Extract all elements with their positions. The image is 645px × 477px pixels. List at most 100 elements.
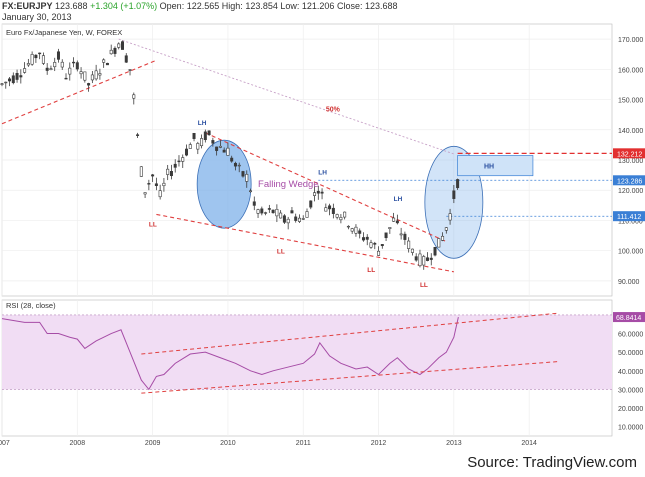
candle-body <box>53 62 57 68</box>
candle-body <box>358 230 362 234</box>
x-tick-label: 2008 <box>70 440 86 447</box>
candle-body <box>60 61 64 68</box>
candle-body <box>343 211 347 218</box>
candle-body <box>237 164 241 167</box>
rsi-y-tick-label: 20.0000 <box>618 406 643 413</box>
price-tag-label: 132.212 <box>617 151 642 158</box>
candle-body <box>328 205 332 210</box>
candle-body <box>346 225 350 228</box>
candle-body <box>0 83 4 85</box>
candle-body <box>207 130 211 136</box>
candle-body <box>305 211 309 218</box>
rsi-tag-bg <box>613 312 645 323</box>
candle-body <box>181 157 185 162</box>
main-y-tick-label: 170.000 <box>618 37 643 44</box>
candle-body <box>433 246 437 256</box>
candle-body <box>124 55 128 63</box>
wedge-ellipse <box>196 139 252 229</box>
candle-body <box>94 70 98 80</box>
candle-body <box>230 157 234 162</box>
candle-body <box>294 216 298 221</box>
hh-target-box <box>457 155 534 177</box>
candle-body <box>399 233 403 236</box>
x-tick-label: 2010 <box>220 440 236 447</box>
main-y-tick-label: 160.000 <box>618 67 643 74</box>
candle-body <box>196 143 200 150</box>
candle-body <box>286 218 290 224</box>
candle-body <box>384 232 388 239</box>
candle-body <box>407 240 411 249</box>
rsi-y-tick-label: 60.0000 <box>618 332 643 339</box>
candle-body <box>68 67 72 75</box>
main-y-tick-label: 90.000 <box>618 279 640 286</box>
price-tag-label: 123.286 <box>617 178 642 185</box>
candle-body <box>324 207 328 212</box>
main-pane-title: Euro Fx/Japanese Yen, W, FOREX <box>6 28 122 37</box>
candle-body <box>83 71 87 81</box>
candle-body <box>218 145 222 148</box>
price-tag-bg <box>613 175 645 186</box>
candle-body <box>19 75 23 78</box>
candle-body <box>136 134 140 136</box>
main-y-tick-label: 150.000 <box>618 98 643 105</box>
candle-body <box>151 174 155 177</box>
high-label: High: <box>221 1 243 11</box>
candle-body <box>414 256 418 261</box>
candle-body <box>200 138 204 147</box>
candle-body <box>34 54 38 59</box>
rsi-tag-label: 68.8414 <box>616 315 641 322</box>
x-tick-label: 2007 <box>0 440 10 447</box>
candle-body <box>373 242 377 245</box>
candle-body <box>282 215 286 223</box>
candle-body <box>339 217 343 221</box>
candle-body <box>158 190 162 198</box>
symbol: FX:EURJPY <box>2 1 53 11</box>
candle-body <box>203 131 207 141</box>
main-y-tick-label: 100.000 <box>618 249 643 256</box>
main-y-tick-label: 110.000 <box>618 218 643 225</box>
price-tag-bg <box>613 148 645 159</box>
high-value: 123.854 <box>245 1 278 11</box>
lh-label: LH <box>318 170 327 177</box>
lh-label: LH <box>394 196 403 203</box>
candle-body <box>260 208 264 214</box>
candle-body <box>425 257 429 261</box>
x-tick-label: 2011 <box>296 440 311 447</box>
main-y-tick-label: 120.000 <box>618 188 643 195</box>
rsi-y-tick-label: 10.0000 <box>618 425 643 432</box>
candle-body <box>320 191 324 194</box>
lh-label: LH <box>198 120 207 127</box>
candle-body <box>437 238 441 248</box>
candle-body <box>192 132 196 139</box>
open-value: 122.565 <box>186 1 220 11</box>
main-y-tick-label: 130.000 <box>618 158 643 165</box>
x-tick-label: 2009 <box>145 440 161 447</box>
candle-body <box>113 47 117 54</box>
candle-body <box>139 166 143 177</box>
candle-body <box>350 228 354 232</box>
candle-body <box>369 242 373 248</box>
close-label: Close: <box>336 1 363 11</box>
candle-body <box>456 179 460 189</box>
source-credit: Source: TradingView.com <box>467 454 637 471</box>
candle-body <box>448 213 452 221</box>
candle-body <box>215 146 219 151</box>
rsi-pane-title: RSI (28, close) <box>6 301 56 310</box>
candle-body <box>79 71 83 75</box>
candle-body <box>252 201 256 206</box>
candle-body <box>233 162 237 167</box>
candle-body <box>222 149 226 153</box>
rsi-line <box>1 317 459 391</box>
ll-label: LL <box>367 267 375 274</box>
x-tick-label: 2013 <box>446 440 462 447</box>
rsi-band <box>2 314 612 390</box>
candle-body <box>188 144 192 149</box>
candle-body <box>410 248 414 253</box>
candle-body <box>185 148 189 156</box>
candle-body <box>169 170 173 177</box>
quote-header: FX:EURJPY 123.688 +1.304 (+1.07%) Open: … <box>2 1 398 11</box>
candle-body <box>162 182 166 187</box>
candle-body <box>56 51 60 60</box>
falling-wedge-label: Falling Wedge <box>258 179 319 190</box>
